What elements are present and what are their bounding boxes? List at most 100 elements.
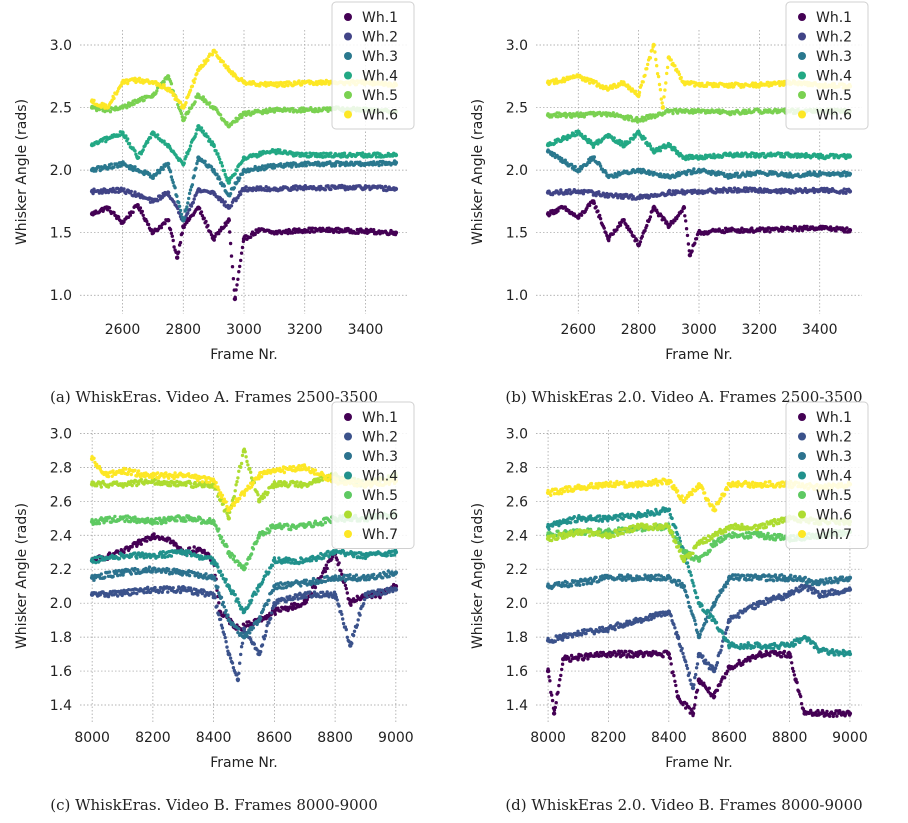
data-point [225, 645, 228, 648]
y-axis-label: Whisker Angle (rads) [14, 503, 30, 649]
data-point [230, 254, 233, 257]
data-point [166, 143, 170, 147]
data-point [232, 666, 235, 669]
data-point [135, 592, 138, 595]
x-tick-label: 2800 [165, 322, 201, 338]
data-point [697, 155, 701, 159]
data-point [231, 661, 234, 664]
data-point [667, 174, 671, 178]
data-point [155, 89, 158, 92]
data-point [337, 604, 340, 607]
data-point [189, 586, 192, 589]
data-point [363, 162, 367, 166]
data-point [697, 189, 701, 193]
data-point [216, 152, 219, 155]
data-point [180, 112, 183, 115]
data-point [136, 203, 140, 207]
data-point [546, 212, 550, 216]
data-point [234, 288, 237, 291]
data-point [172, 181, 175, 184]
data-point [661, 101, 664, 104]
x-tick-label: 3000 [226, 322, 262, 338]
data-point [636, 118, 640, 122]
data-point [697, 109, 701, 113]
data-point [177, 250, 180, 253]
data-point [227, 218, 231, 222]
data-point [645, 224, 648, 227]
data-point [170, 232, 173, 235]
data-point [163, 222, 166, 225]
data-point [272, 108, 276, 112]
data-point [546, 190, 550, 194]
data-point [308, 590, 311, 593]
x-tick-label: 2800 [621, 322, 657, 338]
data-point [685, 227, 688, 230]
data-point [130, 190, 133, 193]
data-point [576, 74, 580, 78]
data-point [136, 193, 140, 197]
data-point [606, 133, 610, 137]
data-point [162, 140, 165, 143]
data-point [151, 231, 155, 235]
data-point [112, 165, 115, 168]
data-point [666, 66, 669, 69]
data-point [240, 252, 243, 255]
data-point [142, 214, 145, 217]
data-point [253, 642, 256, 645]
data-point [238, 265, 241, 268]
data-point [394, 187, 398, 191]
data-point [156, 133, 159, 136]
data-point [580, 214, 583, 217]
data-point [818, 188, 822, 192]
data-point [272, 83, 276, 87]
data-point [363, 153, 367, 157]
data-point [151, 533, 155, 537]
legend-marker [798, 91, 806, 99]
data-point [196, 155, 200, 159]
data-point [218, 158, 221, 161]
data-point [196, 93, 200, 97]
x-tick-label: 8600 [257, 730, 293, 746]
data-point [693, 242, 696, 245]
data-point [162, 80, 165, 83]
y-axis-label: Whisker Angle (rads) [470, 99, 486, 245]
data-point [211, 49, 215, 53]
data-point [110, 162, 113, 165]
data-point [685, 173, 688, 176]
data-point [181, 232, 184, 235]
data-point [90, 99, 94, 103]
legend-label: Wh.5 [362, 88, 398, 104]
x-tick-label: 3000 [681, 322, 717, 338]
data-point [667, 190, 671, 194]
data-point [687, 242, 690, 245]
data-point [206, 59, 209, 62]
data-point [643, 74, 646, 77]
data-point [264, 634, 267, 637]
data-point [249, 236, 252, 239]
data-point [363, 229, 367, 233]
y-tick-label: 1.5 [50, 226, 72, 242]
data-point [278, 148, 281, 151]
data-point [642, 80, 645, 83]
data-point [239, 193, 242, 196]
data-point [120, 188, 124, 192]
data-point [682, 80, 686, 84]
data-point [219, 618, 222, 621]
x-tick-label: 3400 [348, 322, 384, 338]
data-point [652, 206, 656, 210]
data-point [561, 78, 565, 82]
data-point [603, 226, 606, 229]
data-point [220, 161, 223, 164]
y-tick-label: 2.5 [50, 101, 72, 117]
data-point [222, 60, 225, 63]
data-point [588, 204, 591, 207]
data-point [184, 155, 187, 158]
data-point [166, 537, 170, 541]
data-point [686, 234, 689, 237]
data-point [757, 109, 761, 113]
data-point [303, 108, 307, 112]
data-point [628, 140, 631, 143]
data-point [263, 637, 266, 640]
